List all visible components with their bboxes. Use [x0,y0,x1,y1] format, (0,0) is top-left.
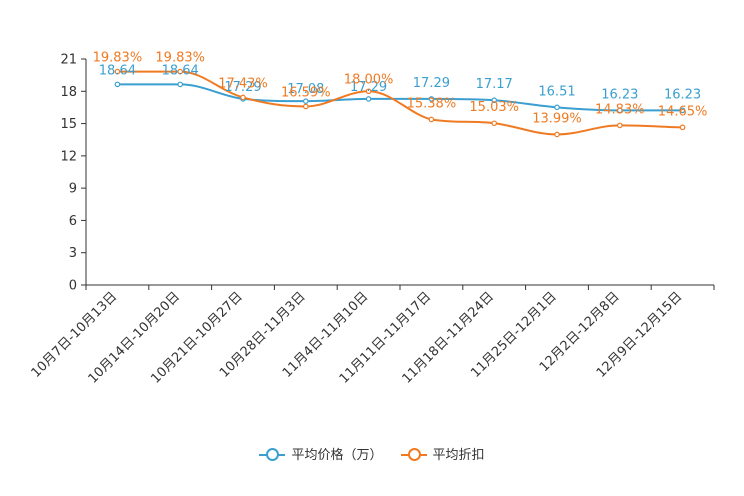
data-label: 16.59% [281,85,331,100]
data-point[interactable] [554,104,560,111]
series-line-1 [117,70,683,136]
y-tick-label: 6 [69,214,77,229]
data-point[interactable] [114,68,121,75]
y-tick-label: 9 [69,182,77,197]
data-label: 17.08 [287,82,324,97]
data-label: 14.83% [595,102,645,117]
data-label: 19.83% [93,51,143,66]
data-point[interactable] [302,103,309,110]
data-label: 17.29 [413,76,450,91]
y-axis: 0 3 6 9 12 15 18 21 [60,53,87,294]
y-tick-label: 0 [69,279,77,294]
legend-label-discount: 平均折扣 [432,448,485,463]
data-labels: 18.64 18.64 17.29 17.08 17.29 17.29 17.17 16.51… [93,51,708,127]
y-tick-label: 15 [60,117,77,132]
legend-label-price: 平均价格（万） [291,448,383,463]
data-label: 19.83% [155,51,205,66]
data-point[interactable] [554,131,560,138]
data-label: 15.38% [407,96,457,111]
data-label: 16.51 [538,84,575,99]
data-label: 18.00% [344,72,394,87]
data-point[interactable] [114,81,121,88]
data-point[interactable] [365,88,372,95]
data-point[interactable] [177,81,184,88]
data-point[interactable] [616,122,623,129]
legend-item-price[interactable]: 平均价格（万） [259,444,383,463]
data-label: 16.23 [664,87,701,102]
data-point[interactable] [428,96,435,102]
y-tick-label: 3 [69,246,77,261]
data-point[interactable] [491,120,498,127]
data-label: 15.03% [469,100,519,115]
data-point[interactable] [302,98,309,104]
data-point[interactable] [679,124,686,131]
data-point[interactable] [365,96,372,102]
data-label: 14.65% [658,104,708,119]
data-point[interactable] [177,68,184,75]
legend-swatch-price [259,447,286,461]
data-point[interactable] [616,107,623,114]
data-label: 13.99% [532,111,582,126]
data-label: 17.17 [476,77,513,92]
legend-swatch-discount [400,447,427,461]
data-label: 16.23 [601,87,638,102]
data-point[interactable] [240,94,246,101]
data-label: 18.64 [162,63,199,78]
data-point[interactable] [428,116,435,123]
y-tick-label: 12 [60,149,77,164]
series-lines [117,70,683,136]
data-label: 17.29 [224,80,261,95]
data-label: 18.64 [99,63,136,78]
legend: 平均价格（万） 平均折扣 [0,444,744,463]
data-label: 17.29 [350,80,387,95]
data-point[interactable] [679,107,686,114]
data-point[interactable] [491,97,498,104]
series-points [114,68,686,138]
y-tick-label: 18 [60,85,77,100]
data-label: 17.43% [218,76,268,91]
y-tick-label: 21 [60,53,77,68]
x-axis: 10月7日-10月13日10月14日-10月20日10月21日-10月27日10… [29,284,715,387]
legend-item-discount[interactable]: 平均折扣 [400,444,485,463]
series-line-0 [117,83,683,112]
